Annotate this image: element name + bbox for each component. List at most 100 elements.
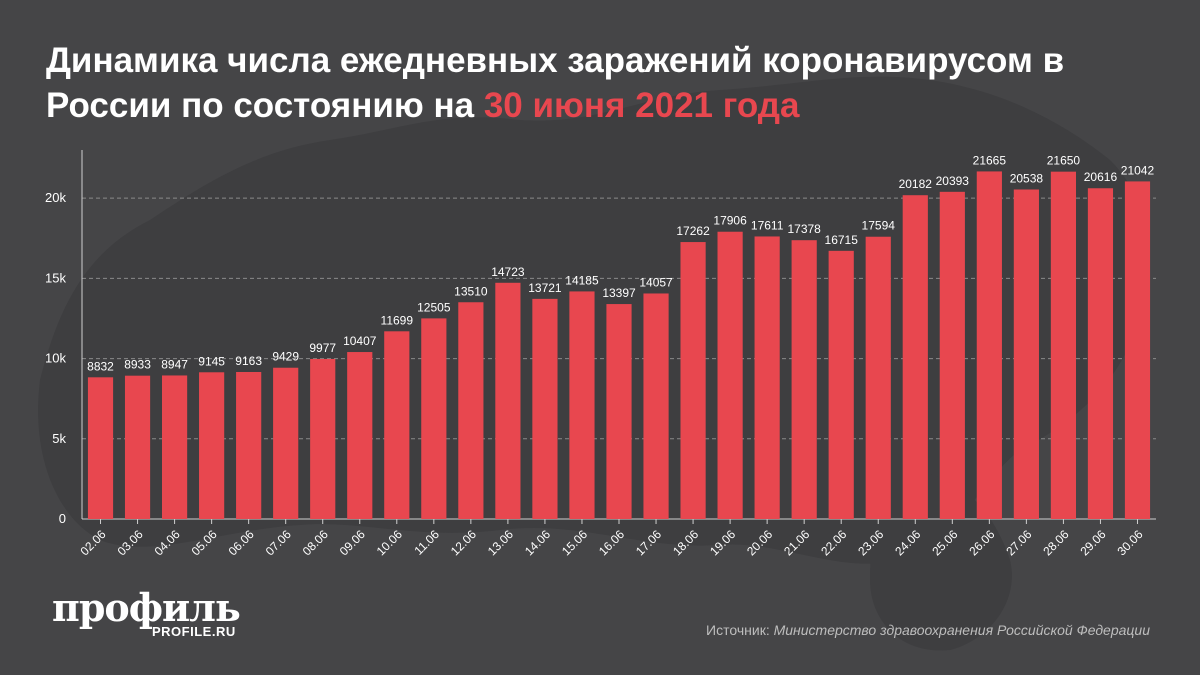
x-tick-label: 16.06 (596, 527, 627, 558)
x-tick-label: 21.06 (781, 527, 812, 558)
data-label: 12505 (417, 300, 451, 314)
data-label: 20538 (1010, 171, 1044, 185)
x-tick-label: 06.06 (226, 527, 257, 558)
data-label: 8947 (161, 357, 188, 371)
bar (87, 377, 114, 519)
x-tick-label: 25.06 (929, 527, 960, 558)
bar (828, 250, 854, 520)
data-label: 20393 (936, 174, 970, 188)
x-tick-label: 30.06 (1114, 527, 1145, 558)
data-label: 13721 (528, 281, 562, 295)
data-label: 9145 (198, 354, 225, 368)
bar (606, 304, 632, 519)
x-tick-label: 27.06 (1003, 527, 1034, 558)
chart-title-date: 30 июня 2021 года (483, 86, 800, 125)
bar (680, 242, 706, 519)
bar (161, 375, 188, 519)
x-tick-label: 22.06 (818, 527, 849, 558)
data-label: 9163 (235, 354, 262, 368)
x-tick-label: 03.06 (115, 527, 146, 558)
data-label: 17378 (787, 222, 821, 236)
data-label: 21042 (1121, 163, 1155, 177)
chart-title-main: Динамика числа ежедневных заражений коро… (46, 41, 1065, 125)
data-label: 21665 (973, 153, 1007, 167)
y-tick-label: 15k (45, 270, 66, 285)
x-tick-label: 23.06 (855, 527, 886, 558)
x-tick-label: 17.06 (633, 527, 664, 558)
x-tick-label: 10.06 (374, 527, 405, 558)
source-note: Источник: Министерство здравоохранения Р… (706, 622, 1150, 638)
bar (1124, 181, 1151, 519)
x-tick-label: 28.06 (1040, 527, 1071, 558)
data-label: 17262 (676, 224, 710, 238)
x-tick-label: 24.06 (892, 527, 923, 558)
data-label: 8832 (87, 359, 114, 373)
bar (569, 291, 595, 519)
bar (495, 282, 521, 519)
x-tick-label: 26.06 (966, 527, 997, 558)
x-tick-label: 02.06 (78, 527, 109, 558)
y-tick-label: 0 (59, 511, 66, 526)
bar (421, 318, 447, 519)
x-tick-label: 05.06 (189, 527, 220, 558)
data-label: 13397 (602, 286, 636, 300)
bar (939, 191, 965, 519)
bar (124, 375, 151, 519)
data-label: 16715 (825, 233, 859, 247)
bar (347, 352, 373, 519)
data-label: 20182 (899, 177, 933, 191)
bar (865, 236, 891, 519)
x-tick-label: 09.06 (337, 527, 368, 558)
data-label: 9977 (309, 341, 336, 355)
y-tick-label: 5k (52, 431, 66, 446)
data-label: 10407 (343, 334, 377, 348)
x-tick-label: 04.06 (152, 527, 183, 558)
data-label: 8933 (124, 358, 151, 372)
bar (1013, 189, 1039, 520)
bar (976, 171, 1002, 520)
x-tick-label: 29.06 (1077, 527, 1108, 558)
bar (791, 240, 817, 519)
data-label: 11699 (381, 313, 414, 327)
x-tick-label: 20.06 (744, 527, 775, 558)
bar (902, 195, 928, 520)
bar (384, 331, 410, 519)
data-label: 21650 (1047, 154, 1081, 168)
x-tick-label: 19.06 (707, 527, 738, 558)
bar (1050, 171, 1077, 519)
data-label: 20616 (1084, 170, 1118, 184)
data-label: 13510 (454, 284, 488, 298)
brand-logo: профиль (52, 585, 241, 630)
y-tick-label: 10k (45, 351, 66, 366)
bar (1087, 188, 1114, 519)
y-tick-label: 20k (45, 190, 66, 205)
source-name: Министерство здравоохранения Российской … (773, 622, 1150, 638)
bar (532, 298, 558, 519)
bar (236, 371, 262, 519)
data-label: 9429 (272, 350, 299, 364)
x-tick-label: 14.06 (522, 527, 553, 558)
bar (310, 358, 336, 519)
x-tick-label: 13.06 (485, 527, 516, 558)
bar (273, 367, 299, 519)
x-tick-label: 18.06 (670, 527, 701, 558)
bar (458, 302, 484, 519)
data-label: 17611 (751, 218, 784, 232)
chart-title: Динамика числа ежедневных заражений коро… (46, 38, 1166, 128)
source-label: Источник: (706, 622, 770, 638)
x-tick-label: 08.06 (300, 527, 331, 558)
bar (717, 231, 743, 520)
data-label: 14185 (565, 273, 599, 287)
data-label: 17906 (713, 214, 747, 228)
bar (199, 372, 225, 519)
data-label: 14057 (639, 275, 673, 289)
x-tick-label: 07.06 (263, 527, 294, 558)
data-label: 14723 (491, 265, 525, 279)
bar (643, 293, 669, 519)
bar (754, 236, 780, 519)
x-tick-label: 15.06 (559, 527, 590, 558)
x-tick-label: 12.06 (448, 527, 479, 558)
x-tick-label: 11.06 (411, 527, 442, 558)
brand-url: PROFILE.RU (152, 624, 236, 639)
